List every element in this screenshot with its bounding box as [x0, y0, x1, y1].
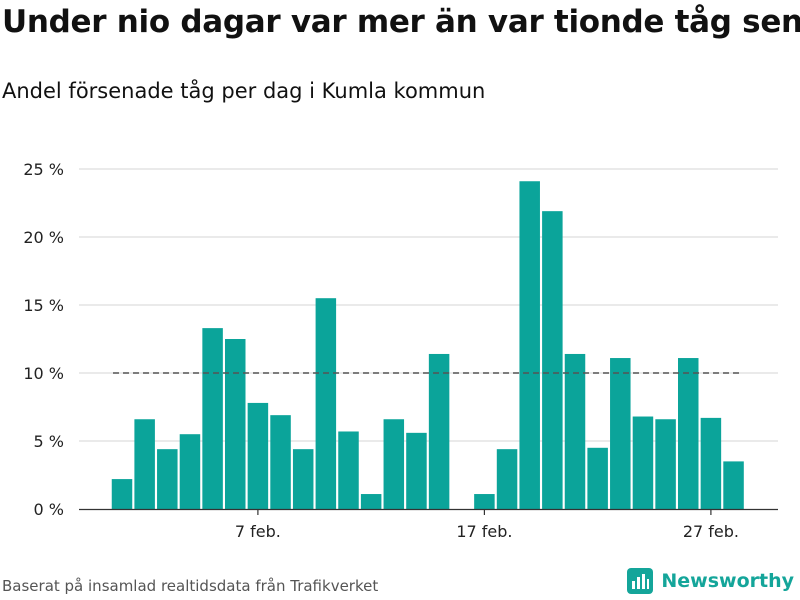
bar — [542, 211, 563, 509]
bar — [225, 339, 246, 509]
y-axis-ticks: 0 % 5 % 10 % 15 % 20 % 25 % — [23, 160, 64, 519]
bar — [157, 449, 178, 509]
bar — [700, 417, 722, 509]
y-tick-label: 20 % — [23, 228, 64, 247]
source-note: Baserat på insamlad realtidsdata från Tr… — [2, 577, 379, 595]
grid-lines — [79, 168, 778, 442]
x-tick-label: 27 feb. — [683, 522, 739, 541]
y-tick-label: 0 % — [34, 500, 64, 519]
chart-subtitle: Andel försenade tåg per dag i Kumla komm… — [2, 79, 486, 103]
y-tick-label: 5 % — [34, 432, 64, 451]
bar — [134, 419, 155, 509]
bars — [111, 181, 744, 510]
x-tick-label: 17 feb. — [456, 522, 512, 541]
bar — [655, 419, 676, 509]
bar — [270, 415, 291, 509]
brand-name: Newsworthy — [661, 570, 794, 592]
bar — [474, 494, 495, 509]
chart-title: Under nio dagar var mer än var tionde tå… — [2, 4, 800, 40]
y-tick-label: 15 % — [23, 296, 64, 315]
bar — [519, 181, 540, 510]
bar — [179, 434, 201, 509]
bar — [292, 449, 314, 509]
y-tick-label: 25 % — [23, 160, 64, 179]
bar — [632, 416, 654, 509]
bar — [610, 358, 631, 509]
bar — [315, 298, 337, 509]
bar — [496, 449, 518, 509]
bar — [383, 419, 405, 509]
bar — [360, 494, 382, 509]
bar — [564, 353, 586, 509]
bar — [723, 461, 744, 509]
x-axis-ticks: 7 feb. 17 feb. 27 feb. — [235, 510, 739, 541]
y-tick-label: 10 % — [23, 364, 64, 383]
bar — [338, 431, 359, 509]
bar — [247, 402, 269, 509]
bar — [111, 479, 133, 509]
bar — [678, 358, 699, 509]
bar — [406, 432, 427, 509]
x-tick-label: 7 feb. — [235, 522, 281, 541]
brand: Newsworthy — [627, 568, 794, 594]
newsworthy-logo-icon — [627, 568, 654, 594]
bar — [587, 447, 608, 509]
bar — [202, 328, 223, 509]
bar — [428, 353, 450, 509]
